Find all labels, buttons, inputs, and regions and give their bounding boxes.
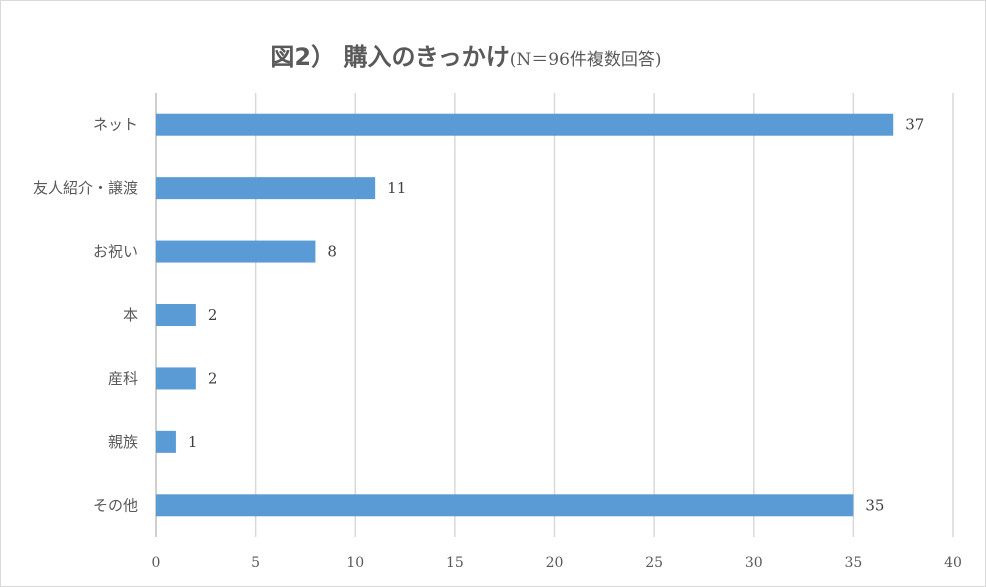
category-label: ネット (93, 116, 138, 134)
x-tick-label: 5 (251, 555, 260, 571)
labels: 0 5 10 15 20 25 30 35 40 ネット 37 友人紹介・譲渡 11 お祝い 8 本 2 産科 2 親… (33, 116, 962, 571)
x-tick-label: 25 (645, 555, 663, 571)
x-tick-label: 30 (745, 555, 763, 571)
data-label: 11 (387, 179, 406, 197)
x-tick-label: 20 (546, 555, 564, 571)
x-tick-label: 15 (446, 555, 464, 571)
bar (156, 177, 376, 200)
data-label: 35 (865, 496, 884, 514)
data-label: 37 (905, 116, 924, 134)
x-tick-label: 0 (152, 555, 161, 571)
chart-title: 図2） 購入のきっかけ(N＝96件複数回答) (1, 37, 931, 72)
bars (156, 113, 894, 517)
bar (156, 304, 196, 326)
data-label: 2 (208, 369, 218, 387)
data-label: 1 (188, 433, 198, 451)
category-label: 親族 (108, 433, 138, 451)
category-label: お祝い (93, 243, 138, 261)
category-label: その他 (93, 496, 138, 514)
chart-title-sub: (N＝96件複数回答) (509, 50, 662, 70)
bar (156, 494, 854, 517)
category-label: 本 (123, 306, 138, 324)
category-label: 産科 (108, 369, 138, 387)
data-label: 8 (327, 243, 337, 261)
chart-title-main: 図2） 購入のきっかけ (270, 43, 510, 71)
bar (156, 367, 196, 390)
grid-lines (155, 93, 954, 537)
x-tick-label: 10 (346, 555, 364, 571)
bar (156, 430, 176, 453)
x-tick-label: 40 (944, 555, 962, 571)
x-tick-label: 35 (844, 555, 862, 571)
bar (156, 240, 316, 263)
data-label: 2 (208, 306, 218, 324)
bar (156, 113, 894, 136)
category-label: 友人紹介・譲渡 (33, 179, 138, 197)
